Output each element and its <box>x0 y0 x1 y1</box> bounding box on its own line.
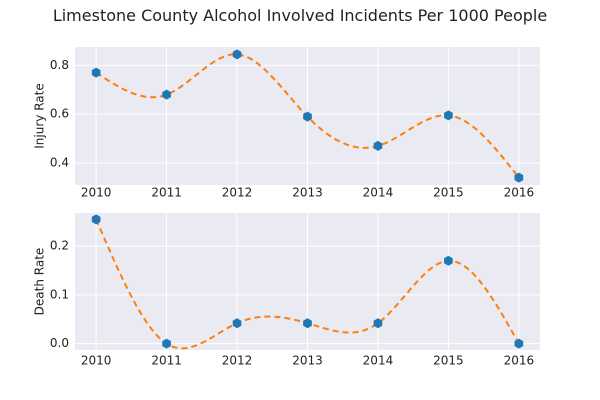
data-point <box>514 338 524 349</box>
data-point <box>162 89 171 100</box>
x-tick-label: 2015 <box>433 186 464 200</box>
x-tick-label: 2011 <box>151 354 182 368</box>
y-tick-label: 0.6 <box>50 107 69 121</box>
data-point <box>444 255 453 266</box>
x-tick-label: 2012 <box>222 354 253 368</box>
y-axis-label: Death Rate <box>33 248 47 316</box>
y-tick-label: 0.2 <box>50 239 69 253</box>
data-point <box>303 318 312 329</box>
data-point <box>162 338 171 349</box>
y-axis-label: Injury Rate <box>33 83 47 148</box>
chart-title: Limestone County Alcohol Involved Incide… <box>52 6 548 25</box>
y-tick-label: 0.4 <box>50 156 69 170</box>
data-point <box>444 110 453 121</box>
x-tick-label: 2010 <box>81 354 112 368</box>
data-point <box>91 67 101 78</box>
y-tick-label: 0.0 <box>50 336 69 350</box>
data-point <box>232 318 242 329</box>
x-tick-label: 2013 <box>292 354 323 368</box>
x-tick-label: 2016 <box>504 354 535 368</box>
data-point <box>232 49 242 60</box>
y-tick-label: 0.8 <box>50 58 69 72</box>
x-tick-label: 2015 <box>433 354 464 368</box>
data-point <box>91 214 101 225</box>
data-point <box>373 318 383 329</box>
data-point <box>303 111 312 122</box>
x-tick-label: 2016 <box>504 186 535 200</box>
x-tick-label: 2012 <box>222 186 253 200</box>
y-tick-label: 0.1 <box>50 287 69 301</box>
x-tick-label: 2013 <box>292 186 323 200</box>
x-tick-label: 2010 <box>81 186 112 200</box>
x-tick-label: 2011 <box>151 186 182 200</box>
x-tick-label: 2014 <box>363 186 394 200</box>
x-tick-label: 2014 <box>363 354 394 368</box>
data-point <box>373 140 383 151</box>
data-point <box>514 172 524 183</box>
